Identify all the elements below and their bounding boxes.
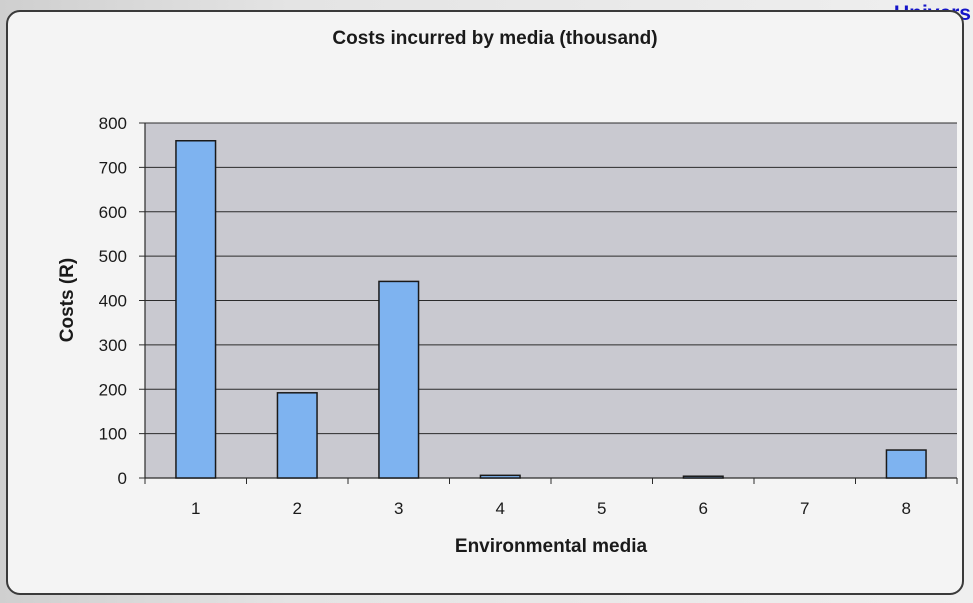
x-tick-label: 3 — [394, 499, 403, 518]
y-tick-label: 500 — [99, 247, 127, 266]
y-tick-label: 400 — [99, 292, 127, 311]
x-tick-label: 4 — [496, 499, 505, 518]
y-tick-label: 800 — [99, 114, 127, 133]
y-tick-label: 100 — [99, 425, 127, 444]
y-tick-label: 200 — [99, 380, 127, 399]
bar-2 — [277, 393, 317, 478]
x-tick-label: 5 — [597, 499, 606, 518]
y-tick-label: 700 — [99, 158, 127, 177]
y-tick-label: 300 — [99, 336, 127, 355]
y-tick-label: 600 — [99, 203, 127, 222]
x-tick-label: 1 — [191, 499, 200, 518]
bar-8 — [886, 450, 926, 478]
bar-4 — [480, 475, 520, 478]
x-tick-label: 6 — [699, 499, 708, 518]
x-tick-label: 7 — [800, 499, 809, 518]
bar-1 — [176, 141, 216, 478]
x-tick-label: 2 — [293, 499, 302, 518]
x-tick-label: 8 — [902, 499, 911, 518]
bar-6 — [683, 476, 723, 478]
bar-3 — [379, 281, 419, 478]
y-tick-label: 0 — [118, 469, 127, 488]
